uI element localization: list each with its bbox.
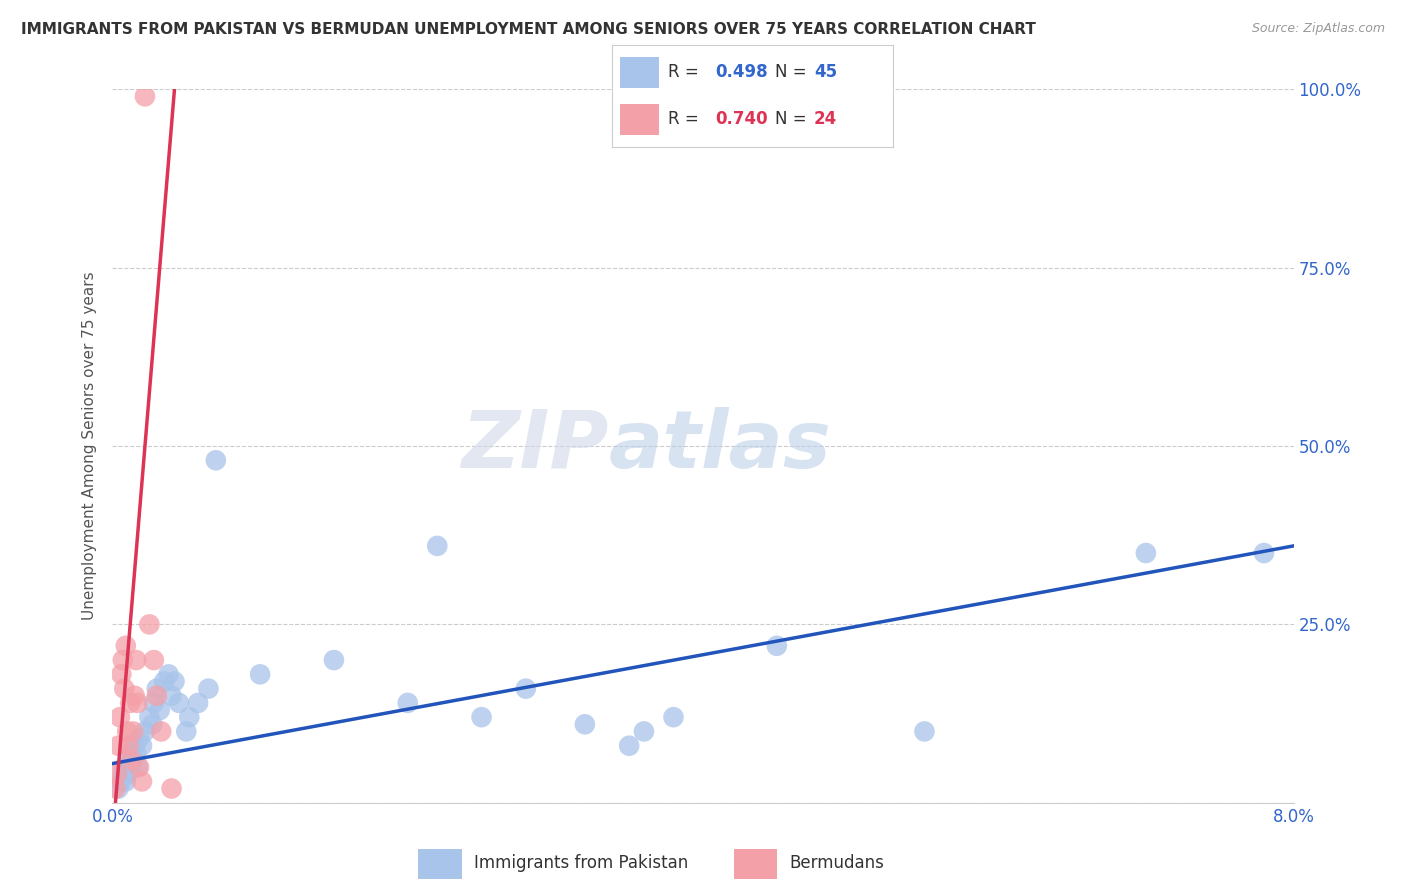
Point [117,767,138,781]
Point [128,760,150,774]
Point [107,781,129,796]
Y-axis label: Unemployment Among Seniors over 75 years: Unemployment Among Seniors over 75 years [82,272,97,620]
Point [160,689,183,703]
FancyBboxPatch shape [620,57,659,87]
Point [112,681,135,696]
Point [141,717,163,731]
Point [122,724,145,739]
Point [323,653,346,667]
Point [127,760,149,774]
Point [142,653,165,667]
Point [111,767,134,781]
Point [107,739,129,753]
Point [122,753,145,767]
Point [117,724,138,739]
Point [146,689,169,703]
Point [249,667,271,681]
Point [574,717,596,731]
Text: R =: R = [668,63,704,81]
Point [619,739,641,753]
Point [134,89,156,103]
Text: IMMIGRANTS FROM PAKISTAN VS BERMUDAN UNEMPLOYMENT AMONG SENIORS OVER 75 YEARS CO: IMMIGRANTS FROM PAKISTAN VS BERMUDAN UNE… [21,22,1036,37]
Point [131,739,153,753]
Point [766,639,789,653]
Point [134,724,156,739]
Point [662,710,685,724]
Text: Source: ZipAtlas.com: Source: ZipAtlas.com [1251,22,1385,36]
Point [197,681,219,696]
Text: Immigrants from Pakistan: Immigrants from Pakistan [474,854,689,872]
Point [108,710,131,724]
FancyBboxPatch shape [620,104,659,135]
Point [1135,546,1157,560]
FancyBboxPatch shape [734,849,778,879]
Text: 24: 24 [814,111,838,128]
Point [105,767,128,781]
Point [114,774,136,789]
Text: Bermudans: Bermudans [790,854,884,872]
Point [104,781,127,796]
Point [128,731,150,746]
Point [914,724,936,739]
Text: 0.740: 0.740 [716,111,768,128]
Point [138,617,160,632]
Text: ZIP: ZIP [461,407,609,485]
Point [470,710,494,724]
Point [138,710,160,724]
Point [120,696,142,710]
Point [118,739,141,753]
Text: atlas: atlas [609,407,831,485]
Point [163,674,186,689]
Point [174,724,197,739]
Point [118,753,141,767]
Point [146,681,169,696]
Point [142,696,165,710]
Point [205,453,228,467]
Text: N =: N = [775,111,811,128]
Point [515,681,537,696]
Point [125,653,148,667]
Point [131,774,153,789]
Point [153,674,176,689]
Point [124,689,146,703]
Point [110,667,132,681]
Text: R =: R = [668,111,704,128]
FancyBboxPatch shape [419,849,461,879]
Point [157,667,180,681]
Text: N =: N = [775,63,811,81]
Point [111,653,134,667]
Point [426,539,449,553]
Point [1253,546,1275,560]
Point [179,710,201,724]
Point [120,760,142,774]
Point [150,724,173,739]
Point [149,703,172,717]
Point [114,639,136,653]
Point [167,696,190,710]
Point [633,724,655,739]
Point [112,760,135,774]
Point [160,781,183,796]
Point [121,753,143,767]
Point [125,746,148,760]
Point [127,696,149,710]
Point [121,746,143,760]
Point [396,696,419,710]
Text: 45: 45 [814,63,837,81]
Point [187,696,209,710]
Point [110,774,132,789]
Text: 0.498: 0.498 [716,63,768,81]
Point [124,739,146,753]
